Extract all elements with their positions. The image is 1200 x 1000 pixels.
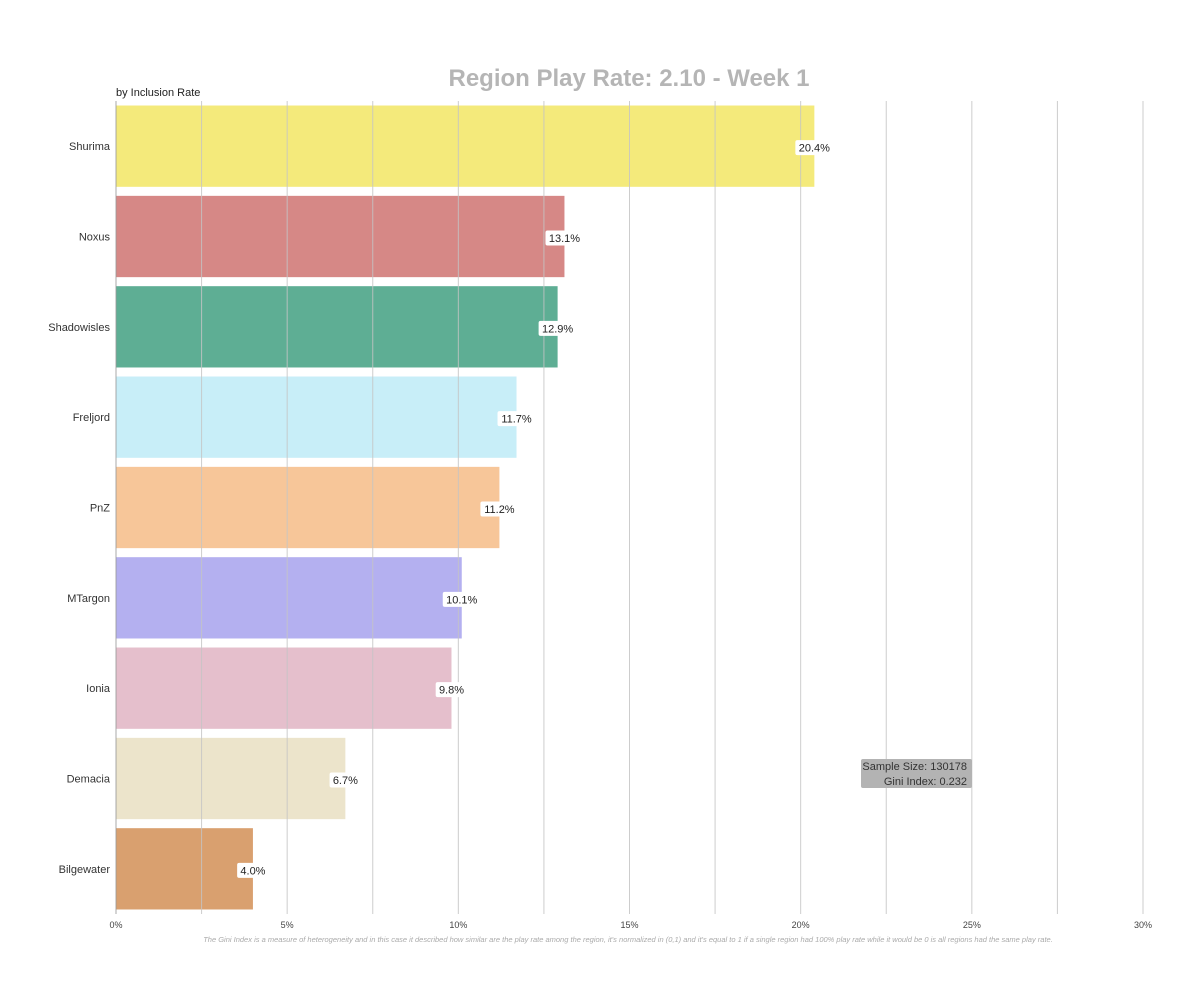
- bar-noxus: [116, 195, 565, 278]
- x-axis-tick-labels: 0% 5% 10% 15% 20% 25% 30%: [109, 920, 1152, 930]
- stats-box: Sample Size: 130178 Gini Index: 0.232: [861, 759, 972, 788]
- bar-pnz: [116, 466, 500, 549]
- sample-size-text: Sample Size: 130178: [862, 761, 967, 773]
- value-label-freljord: 11.7%: [501, 414, 532, 426]
- bar-group: [116, 105, 815, 910]
- category-label-shurima: Shurima: [69, 141, 111, 153]
- chart-title: Region Play Rate: 2.10 - Week 1: [448, 65, 809, 92]
- value-label-background: [538, 320, 577, 336]
- value-label-pnz: 11.2%: [484, 504, 515, 516]
- category-label-mtargon: MTargon: [67, 593, 110, 605]
- value-label-background: [497, 411, 536, 427]
- x-tick-label: 10%: [449, 920, 467, 930]
- x-tick-label: 5%: [281, 920, 294, 930]
- x-tick-label: 15%: [620, 920, 638, 930]
- value-label-ionia: 9.8%: [439, 685, 464, 697]
- category-label-shadowisles: Shadowisles: [48, 322, 110, 334]
- category-label-pnz: PnZ: [90, 503, 110, 515]
- bar-mtargon: [116, 557, 462, 639]
- value-label-background: [237, 862, 269, 878]
- stats-box-background: [861, 759, 972, 788]
- value-label-shurima: 20.4%: [799, 143, 830, 155]
- bar-demacia: [116, 737, 346, 820]
- category-label-freljord: Freljord: [73, 412, 110, 424]
- x-tick-label: 0%: [109, 920, 122, 930]
- bar-freljord: [116, 376, 517, 458]
- bar-ionia: [116, 647, 452, 729]
- bar-shurima: [116, 105, 815, 187]
- bar-shadowisles: [116, 286, 558, 368]
- x-tick-label: 30%: [1134, 920, 1152, 930]
- category-label-demacia: Demacia: [67, 774, 111, 786]
- bar-bilgewater: [116, 828, 253, 910]
- category-labels: Shurima Noxus Shadowisles Freljord PnZ MTargo…: [48, 141, 111, 876]
- category-label-ionia: Ionia: [86, 683, 111, 695]
- value-label-background: [442, 591, 481, 607]
- value-label-background: [329, 772, 362, 788]
- value-label-mtargon: 10.1%: [446, 594, 477, 606]
- value-label-bilgewater: 4.0%: [240, 865, 265, 877]
- value-label-noxus: 13.1%: [549, 233, 580, 245]
- x-tick-label: 20%: [792, 920, 810, 930]
- value-label-background: [435, 682, 468, 698]
- value-label-background: [795, 140, 834, 156]
- value-label-shadowisles: 12.9%: [542, 323, 573, 335]
- value-labels: 20.4% 13.1% 12.9% 11.7% 11.2% 10.1% 9.8% 6.7% 4.…: [237, 140, 834, 878]
- category-label-bilgewater: Bilgewater: [59, 864, 111, 876]
- x-tick-label: 25%: [963, 920, 981, 930]
- value-label-demacia: 6.7%: [333, 775, 358, 787]
- category-label-noxus: Noxus: [79, 232, 111, 244]
- value-label-background: [545, 230, 584, 246]
- gini-index-text: Gini Index: 0.232: [884, 776, 967, 788]
- value-label-background: [480, 501, 519, 517]
- chart-subtitle: by Inclusion Rate: [116, 87, 200, 99]
- footnote: The Gini Index is a measure of heterogen…: [203, 935, 1053, 944]
